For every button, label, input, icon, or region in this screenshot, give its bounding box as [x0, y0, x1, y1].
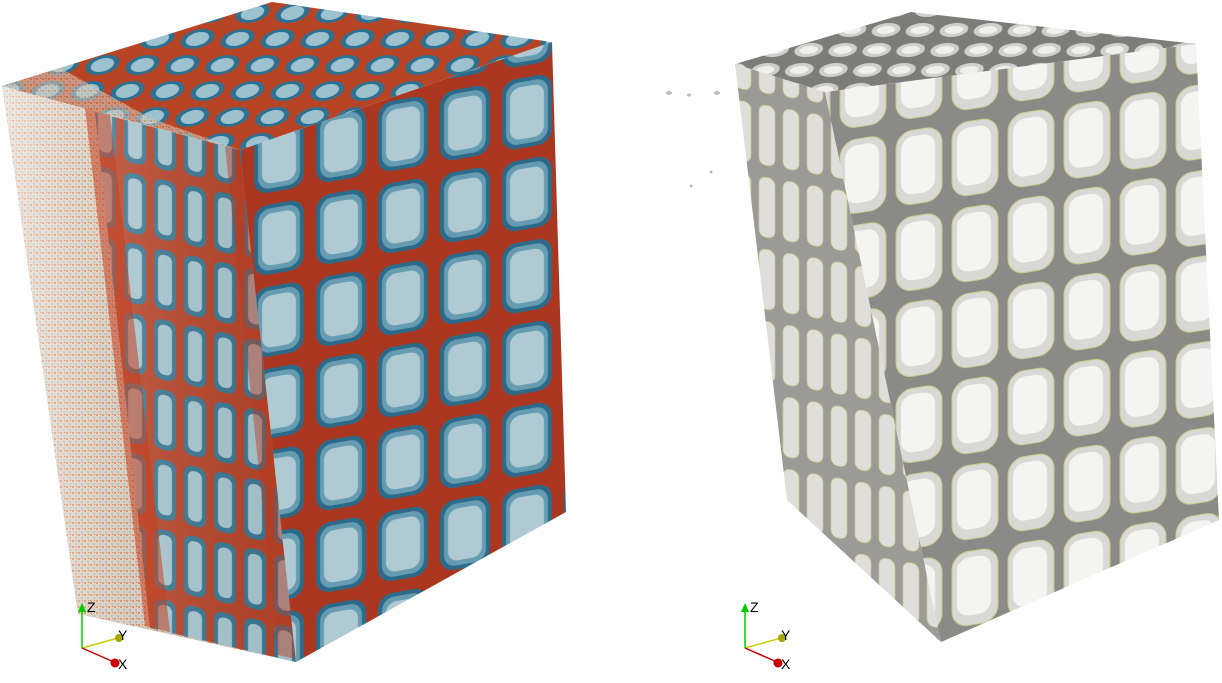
- isosurface-render-panel[interactable]: Z Y X: [611, 0, 1222, 674]
- z-axis-arrow-icon: [741, 603, 749, 612]
- z-axis-arrow-icon: [78, 603, 86, 612]
- isosurface-side: [735, 64, 941, 642]
- isosurface-fragments: [666, 91, 720, 188]
- isosurface-front: [825, 44, 1219, 642]
- z-axis-label: Z: [750, 599, 759, 615]
- volume-render-panel[interactable]: Z Y X: [0, 0, 611, 674]
- x-axis-line: [81, 647, 115, 663]
- isosurface-render[interactable]: [611, 0, 1222, 674]
- x-axis-label: X: [781, 656, 791, 672]
- axes-triad: Z Y X: [741, 599, 791, 672]
- y-axis-line: [81, 637, 119, 649]
- x-axis-arrow-icon: [773, 658, 783, 668]
- volume-block-render[interactable]: [0, 0, 611, 674]
- x-axis-label: X: [118, 656, 128, 672]
- y-axis-arrow-icon: [115, 634, 123, 642]
- x-axis-arrow-icon: [110, 658, 120, 668]
- orientation-axes-right: Z Y X: [737, 598, 817, 678]
- y-axis-line: [744, 637, 782, 649]
- z-axis-label: Z: [87, 599, 96, 615]
- y-axis-arrow-icon: [778, 634, 786, 642]
- orientation-axes-left: Z Y X: [74, 598, 154, 678]
- y-axis-label: Y: [781, 627, 791, 643]
- block-front-face: [240, 42, 566, 662]
- axes-triad: Z Y X: [78, 599, 128, 672]
- y-axis-label: Y: [118, 627, 128, 643]
- block-left-face: [2, 86, 300, 662]
- block-top-face: [2, 2, 552, 150]
- isosurface-top: [735, 12, 1196, 92]
- x-axis-line: [744, 647, 778, 663]
